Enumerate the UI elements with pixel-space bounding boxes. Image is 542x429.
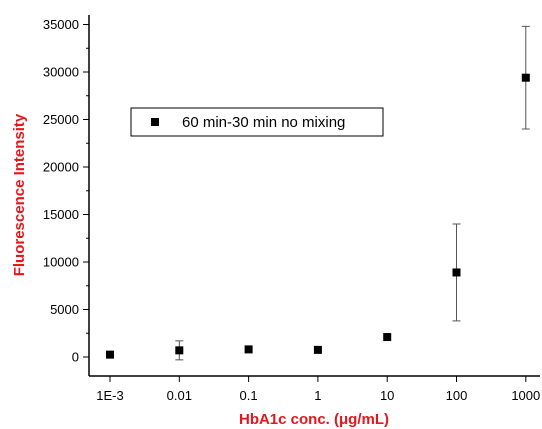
legend-marker: [151, 118, 159, 126]
x-axis-title: HbA1c conc. (μg/mL): [239, 411, 389, 428]
y-tick-label: 25000: [43, 112, 79, 127]
plot-axes: [88, 15, 540, 377]
legend-box: [130, 107, 384, 137]
x-tick-label: 1: [314, 388, 321, 403]
data-point: [521, 73, 530, 82]
x-tick-label: 10: [380, 388, 394, 403]
x-tick-label: 0.1: [240, 388, 258, 403]
y-tick-label: 30000: [43, 65, 79, 80]
x-tick-label: 0.01: [167, 388, 192, 403]
x-tick-label: 1E-3: [96, 388, 123, 403]
x-tick-label: 100: [446, 388, 468, 403]
legend-label: 60 min-30 min no mixing: [182, 114, 345, 131]
y-tick-label: 15000: [43, 207, 79, 222]
y-tick-label: 0: [72, 350, 79, 365]
data-point: [383, 333, 392, 342]
y-axis-ticks: 0 5000 10000 15000 20000 25000 30000 35000: [43, 17, 89, 365]
y-axis-title: Fluorescence Intensity: [11, 113, 28, 276]
data-point: [313, 345, 322, 354]
legend: 60 min-30 min no mixing: [130, 107, 384, 137]
y-tick-label: 20000: [43, 160, 79, 175]
error-bars: [175, 25, 530, 361]
data-point: [175, 346, 184, 355]
data-point: [244, 345, 253, 354]
y-tick-label: 10000: [43, 255, 79, 270]
data-point: [452, 268, 461, 277]
x-axis-ticks: 1E-3 0.01 0.1 1 10 100 1000: [96, 376, 540, 403]
data-points: [106, 73, 530, 359]
y-tick-label: 5000: [50, 302, 79, 317]
x-tick-label: 1000: [511, 388, 540, 403]
data-point: [106, 350, 114, 359]
y-tick-label: 35000: [43, 17, 79, 32]
